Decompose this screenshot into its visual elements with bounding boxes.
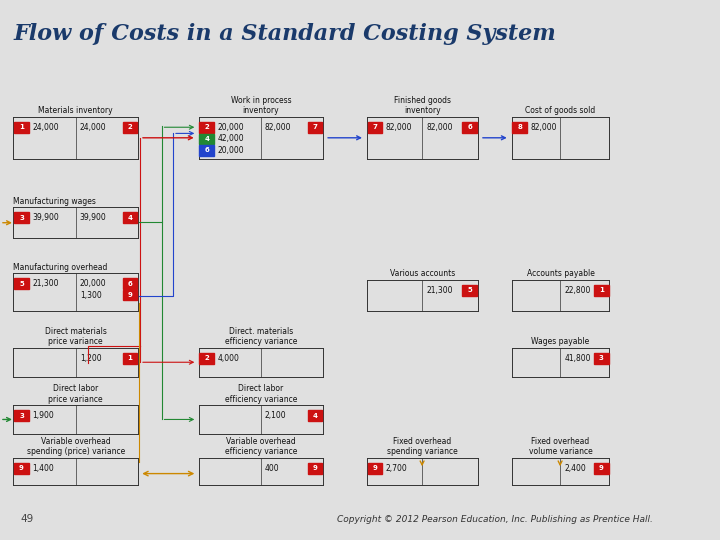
Text: 4: 4 xyxy=(204,136,210,142)
Text: 82,000: 82,000 xyxy=(386,123,413,132)
Text: 2,100: 2,100 xyxy=(265,411,287,420)
FancyBboxPatch shape xyxy=(513,122,527,133)
Text: 39,900: 39,900 xyxy=(80,213,107,222)
Text: 82,000: 82,000 xyxy=(531,123,557,132)
Text: Copyright © 2012 Pearson Education, Inc. Publishing as Prentice Hall.: Copyright © 2012 Pearson Education, Inc.… xyxy=(337,515,653,524)
Text: 6: 6 xyxy=(467,124,472,131)
FancyBboxPatch shape xyxy=(199,122,214,133)
Text: Direct labor
efficiency variance: Direct labor efficiency variance xyxy=(225,384,297,403)
Text: 2: 2 xyxy=(127,124,132,131)
Text: 22,800: 22,800 xyxy=(564,286,591,295)
Text: 41,800: 41,800 xyxy=(564,354,591,363)
Text: 2: 2 xyxy=(204,355,209,361)
Text: 1: 1 xyxy=(599,287,603,293)
Text: 4: 4 xyxy=(127,214,132,221)
FancyBboxPatch shape xyxy=(14,212,29,223)
Text: 2: 2 xyxy=(204,124,209,131)
FancyBboxPatch shape xyxy=(14,463,29,474)
Text: 21,300: 21,300 xyxy=(32,279,59,288)
Text: Materials inventory: Materials inventory xyxy=(38,106,113,116)
Text: 39,900: 39,900 xyxy=(32,213,59,222)
FancyBboxPatch shape xyxy=(462,285,477,295)
Text: 2,700: 2,700 xyxy=(386,464,408,473)
FancyBboxPatch shape xyxy=(14,278,29,289)
Text: 9: 9 xyxy=(312,465,318,471)
Text: 42,000: 42,000 xyxy=(217,134,244,143)
Text: 82,000: 82,000 xyxy=(265,123,292,132)
Text: 24,000: 24,000 xyxy=(80,123,107,132)
FancyBboxPatch shape xyxy=(14,122,29,133)
Text: 4: 4 xyxy=(312,413,318,418)
Text: Work in process
inventory: Work in process inventory xyxy=(230,96,291,116)
Text: 82,000: 82,000 xyxy=(426,123,453,132)
Text: 5: 5 xyxy=(467,287,472,293)
FancyBboxPatch shape xyxy=(122,278,138,289)
FancyBboxPatch shape xyxy=(307,463,323,474)
Text: 7: 7 xyxy=(372,124,377,131)
Text: 1: 1 xyxy=(127,355,132,361)
FancyBboxPatch shape xyxy=(199,133,214,144)
Text: 9: 9 xyxy=(599,465,603,471)
Text: 1,200: 1,200 xyxy=(80,354,102,363)
Text: Flow of Costs in a Standard Costing System: Flow of Costs in a Standard Costing Syst… xyxy=(14,23,557,45)
Text: Variable overhead
spending (price) variance: Variable overhead spending (price) varia… xyxy=(27,437,125,456)
Text: 1,900: 1,900 xyxy=(32,411,54,420)
Text: 3: 3 xyxy=(19,214,24,221)
Text: 1,400: 1,400 xyxy=(32,464,54,473)
Text: Fixed overhead
spending variance: Fixed overhead spending variance xyxy=(387,437,458,456)
FancyBboxPatch shape xyxy=(122,353,138,364)
Text: 1: 1 xyxy=(19,124,24,131)
Text: 1,300: 1,300 xyxy=(80,291,102,300)
Text: 7: 7 xyxy=(312,124,318,131)
FancyBboxPatch shape xyxy=(122,212,138,223)
Text: Wages payable: Wages payable xyxy=(531,338,590,346)
Text: 3: 3 xyxy=(599,355,603,361)
Text: Various accounts: Various accounts xyxy=(390,269,455,278)
Text: Finished goods
inventory: Finished goods inventory xyxy=(394,96,451,116)
Text: Direct labor
price variance: Direct labor price variance xyxy=(48,384,103,403)
Text: 9: 9 xyxy=(127,292,132,298)
Text: Direct. materials
efficiency variance: Direct. materials efficiency variance xyxy=(225,327,297,346)
Text: Accounts payable: Accounts payable xyxy=(526,269,595,278)
Text: 2,400: 2,400 xyxy=(564,464,586,473)
Text: 6: 6 xyxy=(204,147,209,153)
FancyBboxPatch shape xyxy=(594,353,608,364)
FancyBboxPatch shape xyxy=(122,122,138,133)
Text: 24,000: 24,000 xyxy=(32,123,59,132)
Text: 6: 6 xyxy=(127,281,132,287)
FancyBboxPatch shape xyxy=(368,122,382,133)
Text: 20,000: 20,000 xyxy=(217,146,244,155)
Text: 20,000: 20,000 xyxy=(80,279,107,288)
FancyBboxPatch shape xyxy=(368,463,382,474)
FancyBboxPatch shape xyxy=(122,290,138,300)
FancyBboxPatch shape xyxy=(307,410,323,421)
FancyBboxPatch shape xyxy=(594,285,608,295)
Text: 20,000: 20,000 xyxy=(217,123,244,132)
Text: 5: 5 xyxy=(19,281,24,287)
Text: 4,000: 4,000 xyxy=(217,354,239,363)
FancyBboxPatch shape xyxy=(307,122,323,133)
Text: 8: 8 xyxy=(517,124,522,131)
FancyBboxPatch shape xyxy=(199,145,214,156)
Text: 3: 3 xyxy=(19,413,24,418)
Text: Cost of goods sold: Cost of goods sold xyxy=(526,106,595,116)
FancyBboxPatch shape xyxy=(594,463,608,474)
FancyBboxPatch shape xyxy=(199,353,214,364)
Text: 9: 9 xyxy=(372,465,377,471)
FancyBboxPatch shape xyxy=(14,410,29,421)
Text: 21,300: 21,300 xyxy=(426,286,453,295)
Text: Fixed overhead
volume variance: Fixed overhead volume variance xyxy=(528,437,593,456)
Text: Direct materials
price variance: Direct materials price variance xyxy=(45,327,107,346)
Text: Variable overhead
efficiency variance: Variable overhead efficiency variance xyxy=(225,437,297,456)
Text: 49: 49 xyxy=(20,514,33,524)
Text: 9: 9 xyxy=(19,465,24,471)
FancyBboxPatch shape xyxy=(462,122,477,133)
Text: 400: 400 xyxy=(265,464,279,473)
Text: Manufacturing overhead: Manufacturing overhead xyxy=(14,262,108,272)
Text: Manufacturing wages: Manufacturing wages xyxy=(14,197,96,206)
